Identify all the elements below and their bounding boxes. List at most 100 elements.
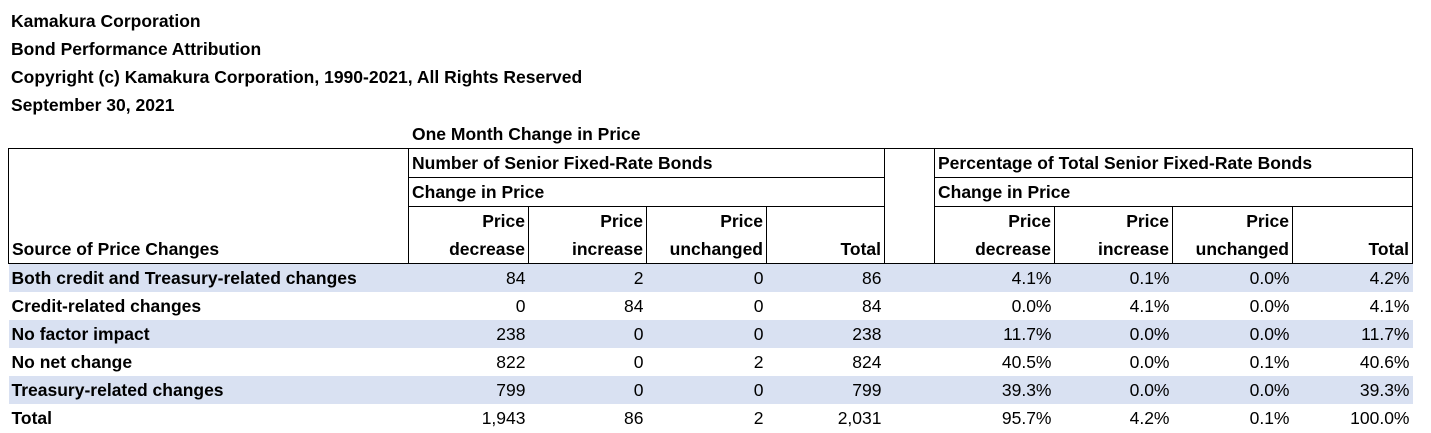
report-title: Bond Performance Attribution [11, 39, 262, 59]
cell-pct-total: 11.7% [1292, 320, 1413, 348]
cell-pct-total: 39.3% [1292, 376, 1413, 404]
gap-cell [884, 148, 935, 178]
table-row: No factor impact 238 0 0 238 11.7% 0.0% … [8, 320, 1413, 348]
cell-pct-total: 4.2% [1292, 263, 1413, 292]
cell-count-decrease: 238 [408, 320, 529, 348]
col-header-pct-unchanged-top: Price [1172, 206, 1293, 235]
cell-count-decrease: 0 [515, 296, 526, 316]
cell-pct-unchanged: 0.0% [1172, 376, 1293, 404]
cell-pct-decrease: 4.1% [934, 263, 1055, 292]
cell-pct-decrease: 95.7% [1001, 408, 1052, 428]
col-header-pct-unchanged: unchanged [1172, 235, 1293, 264]
cell-pct-decrease: 0.0% [1011, 296, 1052, 316]
col-header-pct-increase: increase [1054, 235, 1173, 264]
col-header-count-unchanged: unchanged [646, 235, 767, 264]
col-header-count-decrease: decrease [408, 235, 529, 264]
cell-pct-decrease: 39.3% [934, 376, 1055, 404]
gap-cell [884, 177, 935, 207]
cell-pct-decrease: 11.7% [934, 320, 1055, 348]
cell-count-unchanged: 2 [753, 352, 764, 372]
table-row: Both credit and Treasury-related changes… [8, 263, 1413, 292]
gap-cell [885, 292, 935, 320]
col-header-pct-decrease: decrease [934, 235, 1055, 264]
row-source: Both credit and Treasury-related changes [8, 263, 409, 292]
gap-cell [885, 348, 935, 376]
cell-count-increase: 86 [624, 408, 644, 428]
col-header-top-row: Price Price Price Price Price Price [8, 206, 1413, 235]
source-header-spacer [8, 206, 409, 235]
row-source: Credit-related changes [11, 296, 202, 316]
cell-count-increase: 0 [633, 352, 644, 372]
col-header-count-increase: increase [528, 235, 647, 264]
col-header-pct-increase-top: Price [1054, 206, 1173, 235]
cell-count-decrease: 799 [408, 376, 529, 404]
gap-cell [884, 376, 935, 404]
cell-pct-increase: 4.1% [1129, 296, 1170, 316]
company-name: Kamakura Corporation [11, 11, 201, 31]
cell-pct-decrease: 40.5% [1001, 352, 1052, 372]
cell-pct-unchanged: 0.1% [1249, 352, 1290, 372]
cell-pct-total: 4.1% [1369, 296, 1410, 316]
col-header-count-decrease-top: Price [408, 206, 529, 235]
table-row: Treasury-related changes 799 0 0 799 39.… [8, 376, 1413, 404]
table-subtitle: One Month Change in Price [412, 124, 641, 144]
gap-cell [884, 320, 935, 348]
count-change-label: Change in Price [408, 177, 885, 207]
attribution-table: Number of Senior Fixed-Rate Bonds Percen… [8, 148, 1413, 432]
cell-count-unchanged: 0 [646, 376, 767, 404]
gap-cell [884, 235, 935, 264]
row-source: Total [11, 408, 53, 428]
cell-pct-unchanged: 0.0% [1249, 296, 1290, 316]
col-header-pct-decrease-top: Price [934, 206, 1055, 235]
cell-pct-total: 40.6% [1359, 352, 1410, 372]
cell-pct-increase: 0.0% [1054, 320, 1173, 348]
cell-count-increase: 0 [528, 320, 647, 348]
cell-count-unchanged: 2 [753, 408, 764, 428]
report-date: September 30, 2021 [11, 95, 175, 115]
row-source: No factor impact [8, 320, 409, 348]
gap-cell [884, 263, 935, 292]
cell-pct-total: 100.0% [1350, 408, 1410, 428]
pct-change-label: Change in Price [934, 177, 1413, 207]
group-header-row: Number of Senior Fixed-Rate Bonds Percen… [8, 148, 1413, 178]
cell-count-total: 84 [862, 296, 882, 316]
cell-count-increase: 84 [624, 296, 644, 316]
source-header: Source of Price Changes [8, 235, 409, 264]
cell-pct-unchanged: 0.0% [1172, 263, 1293, 292]
cell-pct-increase: 4.2% [1129, 408, 1170, 428]
table-row: Credit-related changes 0 84 0 84 0.0% 4.… [9, 292, 1413, 320]
col-header-count-increase-top: Price [528, 206, 647, 235]
total-row: Total 1,943 86 2 2,031 95.7% 4.2% 0.1% 1… [9, 404, 1413, 432]
cell-pct-increase: 0.0% [1129, 352, 1170, 372]
cell-pct-increase: 0.1% [1054, 263, 1173, 292]
col-header-count-total-top [766, 206, 885, 235]
cell-count-increase: 0 [528, 376, 647, 404]
row-source: Treasury-related changes [8, 376, 409, 404]
cell-count-decrease: 822 [496, 352, 526, 372]
cell-count-total: 86 [766, 263, 885, 292]
col-header-pct-total: Total [1292, 235, 1413, 264]
row-source: No net change [11, 352, 133, 372]
col-header-count-unchanged-top: Price [646, 206, 767, 235]
cell-count-total: 824 [852, 352, 882, 372]
col-header-pct-total-top [1292, 206, 1413, 235]
cell-count-unchanged: 0 [646, 320, 767, 348]
cell-pct-increase: 0.0% [1054, 376, 1173, 404]
cell-count-total: 238 [766, 320, 885, 348]
gap-cell [885, 404, 935, 432]
cell-count-decrease: 1,943 [481, 408, 526, 428]
cell-count-increase: 2 [528, 263, 647, 292]
count-group-header: Number of Senior Fixed-Rate Bonds [408, 148, 885, 178]
pct-group-header: Percentage of Total Senior Fixed-Rate Bo… [934, 148, 1413, 178]
copyright-notice: Copyright (c) Kamakura Corporation, 1990… [11, 67, 583, 87]
gap-cell [884, 206, 935, 235]
col-header-bottom-row: Source of Price Changes decrease increas… [8, 235, 1413, 264]
table-row: No net change 822 0 2 824 40.5% 0.0% 0.1… [9, 348, 1413, 376]
cell-count-total: 2,031 [837, 408, 882, 428]
change-header-row: Change in Price Change in Price [8, 177, 1413, 207]
cell-pct-unchanged: 0.0% [1172, 320, 1293, 348]
source-header-spacer [8, 148, 409, 178]
col-header-count-total: Total [766, 235, 885, 264]
cell-pct-unchanged: 0.1% [1249, 408, 1290, 428]
cell-count-total: 799 [766, 376, 885, 404]
